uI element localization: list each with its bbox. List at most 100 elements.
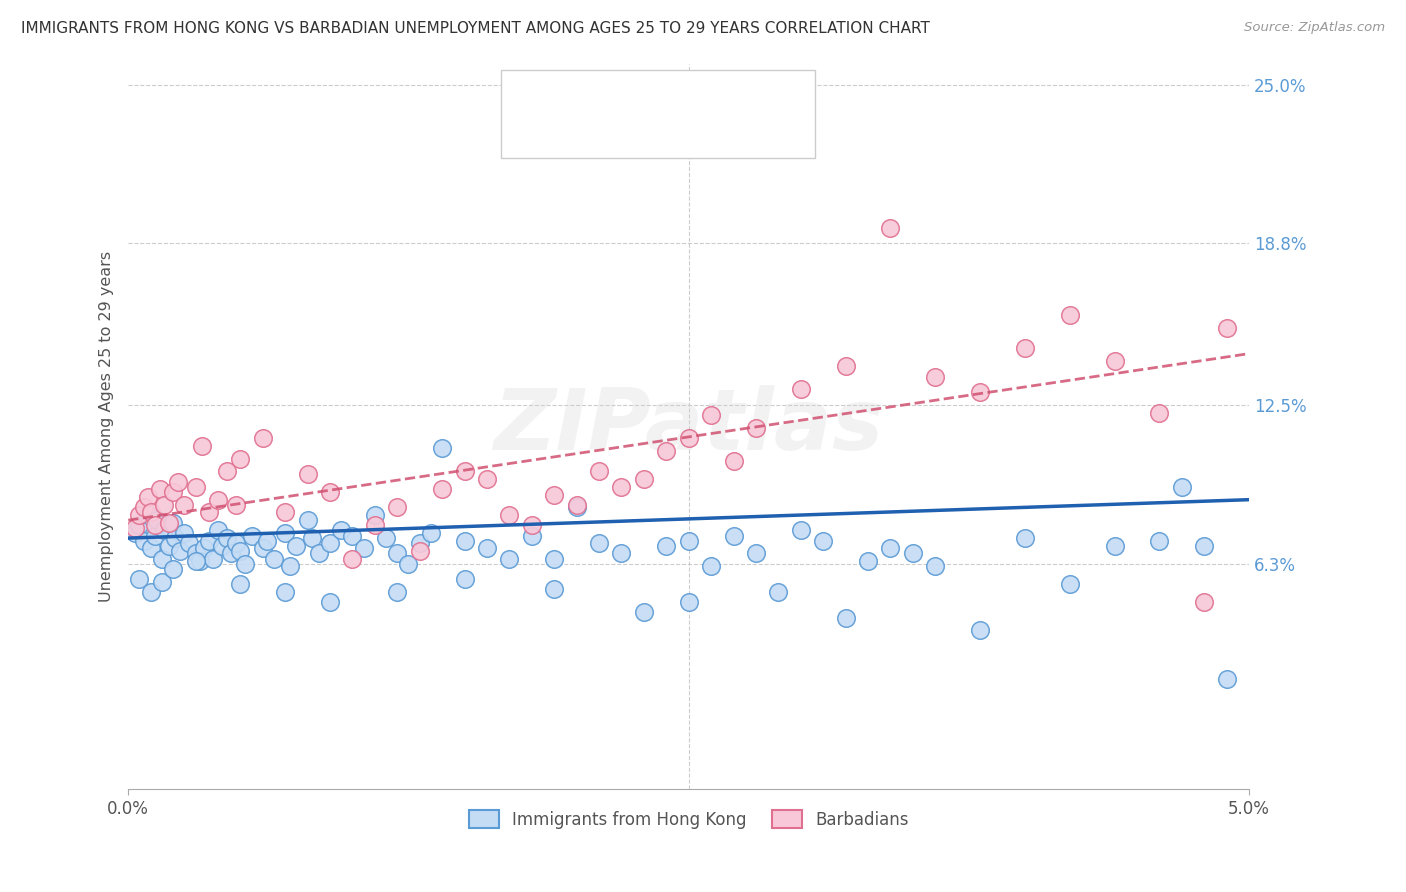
- Point: [1059, 577, 1081, 591]
- Point: [198, 533, 221, 548]
- Point: [188, 554, 211, 568]
- Point: [157, 516, 180, 530]
- Point: [193, 541, 215, 556]
- Point: [387, 500, 409, 515]
- Point: [139, 506, 162, 520]
- Point: [723, 528, 745, 542]
- Point: [274, 585, 297, 599]
- Point: [745, 421, 768, 435]
- Point: [834, 359, 856, 374]
- Point: [588, 465, 610, 479]
- Point: [173, 526, 195, 541]
- Text: 53: 53: [690, 128, 713, 146]
- Point: [655, 539, 678, 553]
- Point: [207, 492, 229, 507]
- Text: 92: 92: [690, 87, 714, 106]
- Point: [364, 508, 387, 522]
- Legend: Immigrants from Hong Kong, Barbadians: Immigrants from Hong Kong, Barbadians: [463, 804, 915, 835]
- Text: ZIPatlas: ZIPatlas: [494, 385, 884, 468]
- Point: [375, 531, 398, 545]
- Point: [610, 480, 633, 494]
- Point: [655, 444, 678, 458]
- Point: [229, 451, 252, 466]
- Point: [969, 624, 991, 638]
- Point: [498, 508, 520, 522]
- Text: 0.235: 0.235: [583, 87, 636, 106]
- Point: [387, 546, 409, 560]
- Point: [229, 544, 252, 558]
- Point: [263, 551, 285, 566]
- Point: [297, 467, 319, 481]
- Point: [1194, 595, 1216, 609]
- Point: [319, 485, 342, 500]
- Point: [229, 577, 252, 591]
- Point: [1194, 539, 1216, 553]
- Point: [1014, 342, 1036, 356]
- Point: [419, 526, 441, 541]
- Point: [475, 541, 498, 556]
- Point: [221, 546, 243, 560]
- Point: [308, 546, 330, 560]
- Point: [453, 572, 475, 586]
- Point: [240, 528, 263, 542]
- Point: [543, 487, 565, 501]
- Point: [430, 483, 453, 497]
- Point: [678, 533, 700, 548]
- Point: [1216, 321, 1239, 335]
- Point: [138, 508, 160, 522]
- Point: [124, 521, 146, 535]
- Point: [225, 498, 247, 512]
- Text: R =: R =: [550, 128, 586, 146]
- Point: [184, 554, 207, 568]
- Point: [543, 551, 565, 566]
- Point: [157, 539, 180, 553]
- Point: [139, 585, 162, 599]
- Point: [252, 431, 274, 445]
- Point: [319, 595, 342, 609]
- Point: [184, 546, 207, 560]
- Point: [700, 559, 723, 574]
- Point: [191, 439, 214, 453]
- Point: [162, 562, 184, 576]
- Point: [924, 559, 946, 574]
- Point: [678, 431, 700, 445]
- Point: [128, 572, 150, 586]
- Point: [633, 606, 655, 620]
- Point: [132, 500, 155, 515]
- Point: [149, 483, 172, 497]
- Point: [856, 554, 879, 568]
- Point: [498, 551, 520, 566]
- Point: [166, 475, 188, 489]
- Point: [723, 454, 745, 468]
- Point: [879, 221, 901, 235]
- Point: [790, 524, 813, 538]
- Point: [633, 472, 655, 486]
- Point: [138, 490, 160, 504]
- Point: [768, 585, 790, 599]
- Point: [143, 518, 166, 533]
- Point: [233, 557, 256, 571]
- Point: [520, 518, 543, 533]
- Point: [162, 516, 184, 530]
- Point: [202, 551, 225, 566]
- Point: [285, 539, 308, 553]
- Point: [198, 506, 221, 520]
- Point: [453, 465, 475, 479]
- Point: [150, 574, 173, 589]
- Point: [834, 610, 856, 624]
- Point: [162, 485, 184, 500]
- Point: [173, 498, 195, 512]
- Text: 0.335: 0.335: [583, 128, 636, 146]
- Point: [1149, 405, 1171, 419]
- Point: [153, 498, 176, 512]
- Point: [565, 498, 588, 512]
- Point: [1059, 308, 1081, 322]
- Point: [969, 385, 991, 400]
- Point: [319, 536, 342, 550]
- Point: [453, 533, 475, 548]
- Point: [565, 500, 588, 515]
- Point: [353, 541, 375, 556]
- Point: [184, 480, 207, 494]
- Point: [342, 528, 364, 542]
- Point: [1149, 533, 1171, 548]
